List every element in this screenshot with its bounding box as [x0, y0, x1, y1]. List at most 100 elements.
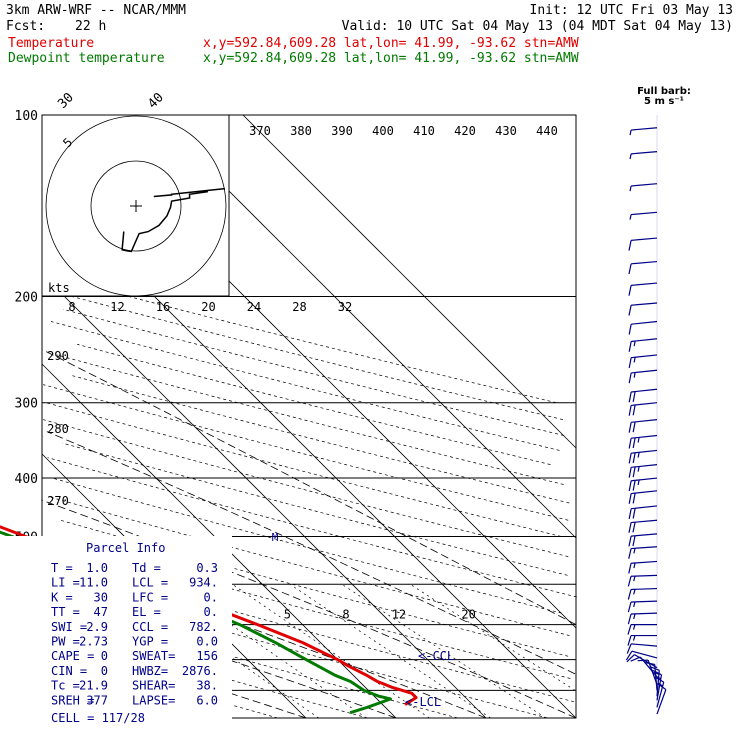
wind-barb [628, 505, 658, 520]
mixing-ratio-line [232, 583, 430, 719]
mixing-ratio-label: 5 [284, 608, 291, 622]
theta-label: 430 [495, 124, 517, 138]
pressure-label: 100 [15, 109, 38, 124]
dry-adiabat [62, 442, 568, 576]
parcel-info-value: 0.3 [196, 561, 218, 575]
wind-barb [628, 388, 658, 403]
wind-barb [628, 354, 658, 369]
init-time: Init: 12 UTC Fri 03 May 13 [530, 3, 734, 18]
parcel-info-value: HWBZ= [132, 664, 168, 678]
theta-label: 440 [536, 124, 558, 138]
parcel-info-value: 0. [204, 605, 218, 619]
parcel-info-value: LCL = [132, 576, 168, 590]
theta-label: 420 [454, 124, 476, 138]
hodograph-axis-label: 12 [110, 300, 124, 314]
hodograph-axis-label: 16 [156, 300, 170, 314]
parcel-info-value: Tc = [51, 679, 80, 693]
mixing-ratio-marker: M [272, 531, 279, 544]
mixing-ratio-line [127, 583, 319, 719]
parcel-info-value: 11.0 [79, 576, 108, 590]
hodograph-axis-label: 24 [247, 300, 261, 314]
parcel-info-value: CAPE = [51, 649, 94, 663]
hodograph-axis-label: 20 [201, 300, 215, 314]
barb-legend: Full barb: 5 m s⁻¹ [637, 86, 691, 107]
parcel-info-value: LI = [51, 576, 80, 590]
parcel-info-value: 0 [101, 664, 108, 678]
hodograph-axis-label: 28 [292, 300, 306, 314]
wind-barb [628, 449, 658, 464]
parcel-info-value: 21.9 [79, 679, 108, 693]
lcl-label: <-LCL [405, 695, 441, 709]
isotherm-label: 40 [145, 90, 167, 112]
wind-barb [628, 338, 658, 352]
parcel-info-value: 2.73 [79, 635, 108, 649]
wind-barb [628, 434, 658, 449]
hodograph-ring [45, 115, 227, 297]
wind-barb [629, 183, 658, 192]
parcel-info-value: 1.0 [86, 561, 108, 575]
parcel-info-value: 6.0 [196, 693, 218, 707]
parcel-info-value: LFC = [132, 590, 168, 604]
model-title: 3km ARW-WRF -- NCAR/MMM [6, 3, 186, 18]
dry-adiabat [63, 308, 564, 436]
wind-barb [627, 587, 658, 600]
wind-barb [626, 654, 658, 669]
wind-barb [628, 237, 658, 251]
hodograph-units: kts [48, 281, 70, 295]
parcel-info-value: SWI = [51, 620, 87, 634]
parcel-info-title: Parcel Info [86, 541, 165, 555]
wind-barb [628, 477, 658, 492]
dry-adiabat [77, 343, 551, 465]
parcel-info-value: 30 [94, 590, 108, 604]
moist-adiabat [46, 431, 576, 675]
pressure-label: 200 [15, 291, 38, 306]
parcel-info-value: 156 [196, 649, 218, 663]
dry-adiabat [50, 321, 560, 451]
parcel-info-value: PW = [51, 635, 80, 649]
wind-barb [628, 282, 658, 296]
wind-barb [628, 419, 658, 433]
theta-label: 390 [331, 124, 353, 138]
dry-adiabat [43, 579, 548, 719]
wind-barb [628, 533, 658, 547]
dry-adiabat [43, 384, 569, 521]
mixing-ratio-label: 12 [392, 608, 406, 622]
parcel-info-value: CIN = [51, 664, 87, 678]
dry-adiabat [70, 374, 570, 504]
parcel-info-value: 0 [101, 649, 108, 663]
wind-barb [628, 519, 658, 533]
isotherm-line [41, 273, 487, 719]
parcel-info-value: SWEAT= [132, 649, 175, 663]
wind-barb [628, 490, 658, 504]
hodograph-axis-label: 8 [68, 300, 75, 314]
parcel-info-value: 782. [189, 620, 218, 634]
mixing-ratio-label: 8 [342, 608, 349, 622]
wind-barb [626, 643, 658, 654]
parcel-info-value: 377 [86, 693, 108, 707]
dry-adiabat-label: 290 [47, 349, 69, 363]
wind-barb [628, 302, 658, 316]
isotherm-line [242, 114, 577, 449]
parcel-info-value: 47 [94, 605, 108, 619]
wind-barb [656, 682, 667, 715]
barb-legend-line1: Full barb: [637, 86, 691, 97]
wind-barb [627, 612, 658, 625]
parcel-info-value: 0. [204, 590, 218, 604]
wind-barb [627, 623, 657, 635]
wind-barb [625, 650, 658, 661]
theta-label: 370 [249, 124, 271, 138]
wind-barb [627, 600, 658, 613]
temperature-legend: Temperature [8, 36, 94, 51]
parcel-info-value: LAPSE= [132, 693, 175, 707]
hodograph-axis-label: 32 [338, 300, 352, 314]
dry-adiabat [51, 627, 368, 719]
theta-label: 400 [372, 124, 394, 138]
dry-adiabat [52, 477, 562, 614]
parcel-info-panel: Parcel Info T = 1.0 Td = 0.3 LI = 11.0 LCL = 93… [0, 536, 232, 726]
mixing-ratio-line [410, 583, 576, 691]
mixing-ratio-label: 20 [461, 608, 475, 622]
parcel-info-value: 2876. [182, 664, 218, 678]
hodograph-trace [121, 187, 225, 253]
wind-barb [628, 320, 658, 335]
